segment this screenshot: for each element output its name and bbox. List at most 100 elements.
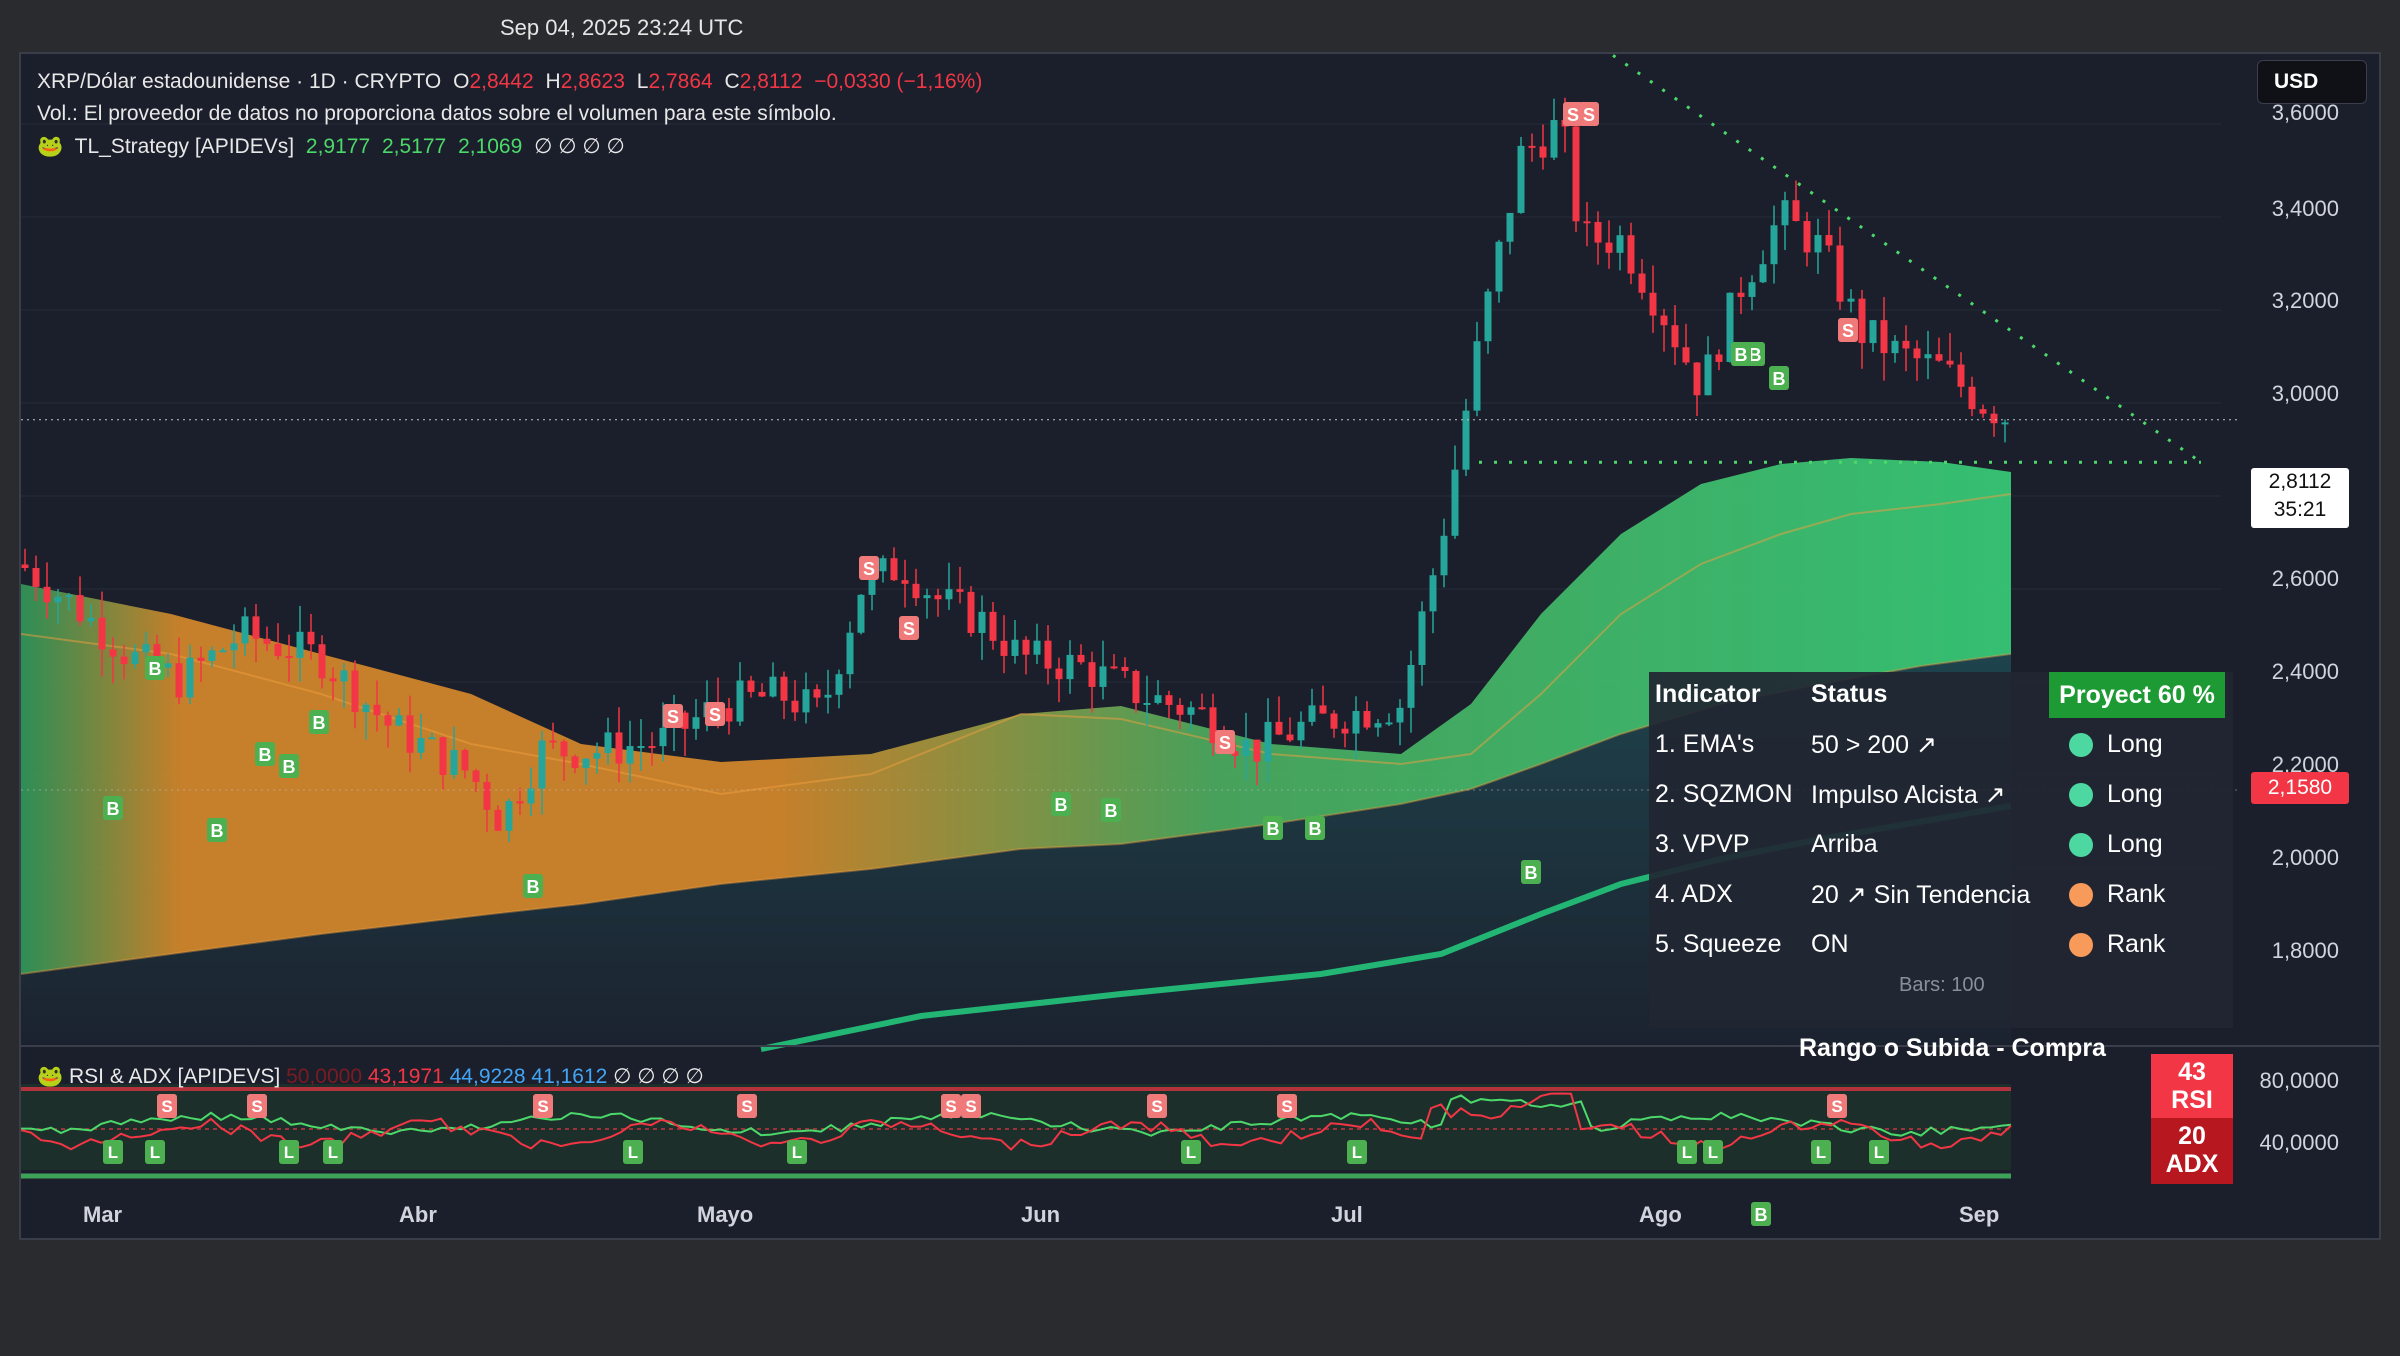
rsi-short-marker (247, 1094, 267, 1118)
candle-body (945, 589, 953, 600)
x-tick: Sep (1959, 1202, 2000, 1227)
candle-body (1484, 291, 1492, 342)
timestamp: Sep 04, 2025 23:24 UTC (500, 15, 744, 40)
rsi-adx-legend[interactable]: 🐸 RSI & ADX [APIDEVS] 50,0000 43,1971 44… (37, 1065, 704, 1088)
buy-signal-marker (1101, 798, 1121, 822)
rsi-long-marker (1677, 1140, 1697, 1164)
rsi-short-label: S (741, 1097, 752, 1116)
rsi-long-label: L (328, 1143, 338, 1162)
candle-body (879, 558, 887, 572)
candle-body (1814, 235, 1822, 253)
candle-body (1407, 664, 1415, 708)
buy-signal-label: B (527, 877, 540, 897)
candle-body (362, 704, 370, 713)
candle-body (417, 737, 425, 753)
x-tick: Mar (83, 1202, 123, 1227)
buy-signal-label: B (1749, 345, 1762, 365)
buy-signal-marker (1305, 816, 1325, 840)
candle-body (560, 741, 568, 757)
buy-signal-marker (1769, 366, 1789, 390)
candle-body (307, 631, 315, 645)
rsi-long-label: L (1186, 1143, 1196, 1162)
y-tick: 3,2000 (2271, 288, 2339, 313)
candle-body (1242, 739, 1250, 756)
candle-body (186, 657, 194, 698)
status-dot-icon (2069, 833, 2093, 858)
candle-body (1143, 702, 1151, 705)
rsi-long-label: L (1874, 1143, 1884, 1162)
rsi-short-marker (737, 1094, 757, 1118)
candle-body (131, 652, 139, 664)
candle-body (395, 715, 403, 726)
candle-body (428, 737, 436, 740)
sell-signal-label: S (903, 619, 915, 639)
buy-signal-marker (523, 874, 543, 898)
downtrend-line (1608, 54, 2202, 464)
candle-body (1572, 126, 1580, 222)
candle-body (1099, 666, 1107, 687)
candle-body (1396, 707, 1404, 723)
sub-y-tick: 80,0000 (2259, 1068, 2339, 1093)
candle-body (1110, 666, 1118, 669)
candle-body (527, 788, 535, 804)
ema200-fill (21, 654, 2011, 1044)
candle-body (1308, 705, 1316, 722)
candle-body (120, 656, 128, 664)
candle-body (1319, 705, 1327, 714)
rsi-short-label: S (537, 1097, 548, 1116)
sell-signal-marker (1838, 318, 1858, 342)
candle-body (648, 746, 656, 749)
status-dot-icon (2069, 733, 2093, 758)
candle-body (736, 680, 744, 722)
buy-signal-label: B (283, 757, 296, 777)
rsi-long-marker (279, 1140, 299, 1164)
candle-body (1539, 146, 1547, 158)
candle-body (725, 708, 733, 722)
y-tick: 2,4000 (2271, 659, 2339, 684)
candle-body (175, 663, 183, 698)
candle-body (626, 746, 634, 764)
indicator-table: Indicator Status Proyect 60 % 1. EMA's 5… (1649, 672, 2233, 1062)
candle-body (1451, 469, 1459, 536)
frog-icon: 🐸 (37, 1065, 64, 1088)
candle-body (747, 680, 755, 692)
candle-body (1385, 722, 1393, 725)
open-value: 2,8442 (469, 70, 534, 93)
candle-body (582, 758, 590, 768)
symbol-name: XRP/Dólar estadounidense · 1D · CRYPTO (37, 70, 442, 93)
candle-body (868, 571, 876, 595)
candle-body (1825, 235, 1833, 246)
candle-body (1495, 241, 1503, 292)
currency-button[interactable]: USD (2257, 60, 2367, 104)
rsi-long-marker (1703, 1140, 1723, 1164)
candle-body (1341, 728, 1349, 734)
candle-body (1165, 695, 1173, 705)
candle-body (241, 616, 249, 644)
candle-body (604, 732, 612, 754)
rsi-short-marker (1147, 1094, 1167, 1118)
candle-body (21, 564, 29, 569)
buy-signal-label: B (1055, 795, 1068, 815)
sell-signal-marker (705, 702, 725, 726)
sell-signal-marker (663, 704, 683, 728)
candle-body (1462, 410, 1470, 470)
candle-body (1528, 145, 1536, 148)
rsi-long-marker (1181, 1140, 1201, 1164)
candle-body (1847, 298, 1855, 302)
candle-body (98, 617, 106, 650)
candle-body (1616, 235, 1624, 253)
candle-body (1946, 360, 1954, 365)
candle-body (351, 670, 359, 713)
y-tick: 3,0000 (2271, 381, 2339, 406)
rsi-long-label: L (284, 1143, 294, 1162)
candle-body (373, 704, 381, 716)
candle-body (1880, 320, 1888, 354)
rsi-short-marker (533, 1094, 553, 1118)
strategy-legend[interactable]: 🐸 TL_Strategy [APIDEVs] 2,9177 2,5177 2,… (37, 135, 625, 158)
strategy-name: TL_Strategy [APIDEVs] (74, 135, 295, 158)
sell-signal-marker (1579, 102, 1599, 126)
candle-body (1902, 340, 1910, 349)
candle-body (1187, 707, 1195, 715)
